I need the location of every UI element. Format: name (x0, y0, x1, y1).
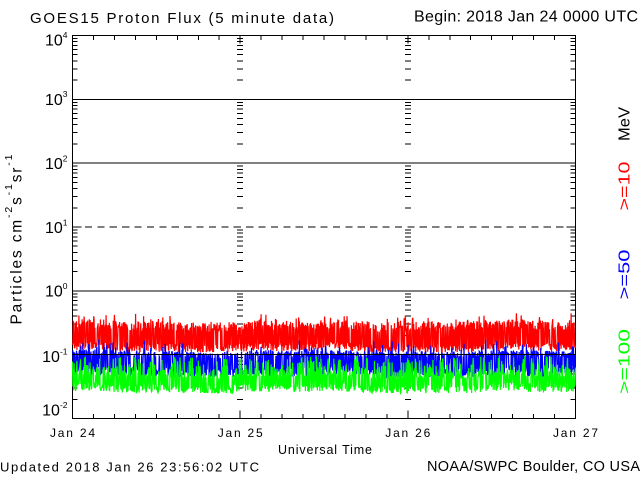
svg-text:103: 103 (45, 89, 68, 109)
svg-text:Universal Time: Universal Time (278, 443, 372, 457)
svg-text:104: 104 (45, 30, 68, 50)
svg-text:102: 102 (45, 154, 68, 174)
svg-text:NOAA/SWPC Boulder, CO USA: NOAA/SWPC Boulder, CO USA (427, 459, 640, 475)
svg-text:>=50: >=50 (617, 249, 634, 299)
svg-text:Updated 2018 Jan 26 23:56:02 U: Updated 2018 Jan 26 23:56:02 UTC (0, 459, 259, 474)
svg-text:Jan 25: Jan 25 (218, 426, 263, 440)
svg-text:Jan 27: Jan 27 (553, 426, 598, 440)
svg-text:MeV: MeV (617, 107, 634, 141)
svg-text:>=10: >=10 (617, 161, 634, 210)
svg-text:>=100: >=100 (617, 329, 634, 394)
svg-text:101: 101 (45, 218, 68, 238)
svg-text:Jan 26: Jan 26 (385, 426, 430, 440)
svg-text:100: 100 (45, 281, 68, 301)
svg-text:Jan 24: Jan 24 (50, 426, 95, 440)
svg-text:Begin: 2018 Jan 24 0000 UTC: Begin: 2018 Jan 24 0000 UTC (414, 9, 638, 26)
